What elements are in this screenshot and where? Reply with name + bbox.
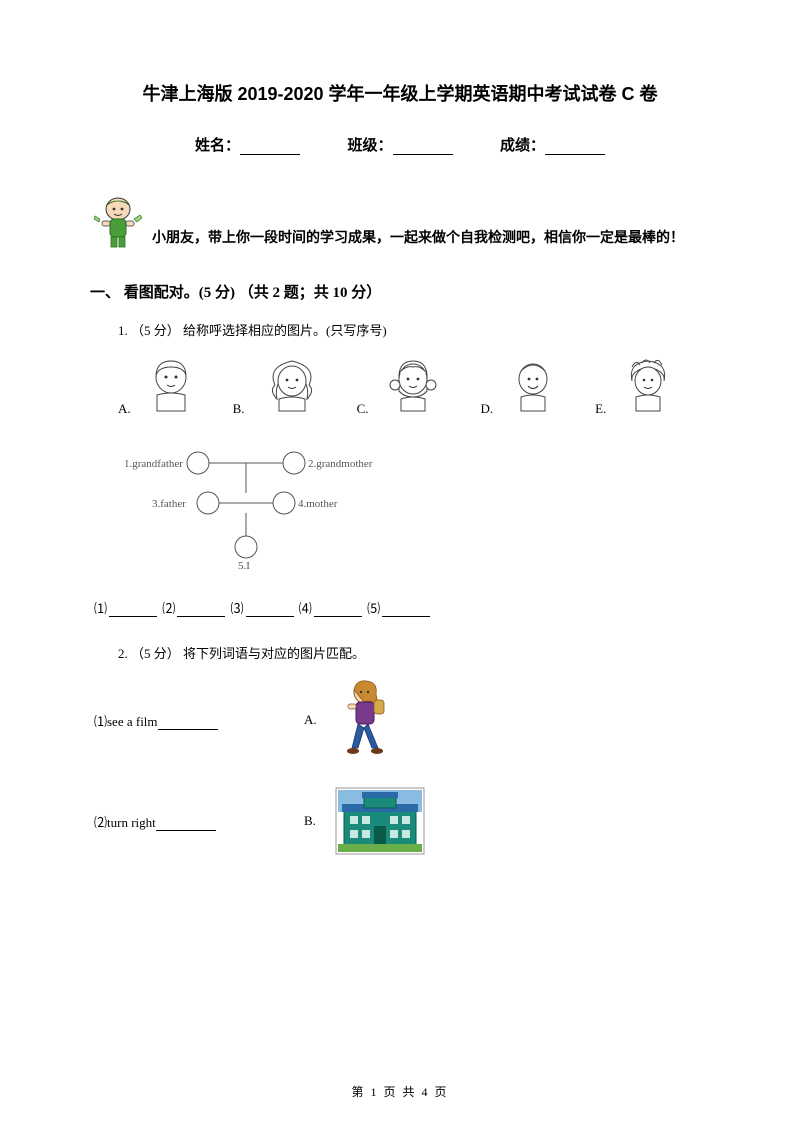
tree-n3: 3.father — [152, 498, 186, 510]
opt-c-label: C. — [357, 401, 369, 417]
ans-blank-5[interactable] — [382, 601, 430, 617]
tree-n5: 5.I — [238, 560, 250, 571]
page-title: 牛津上海版 2019-2020 学年一年级上学期英语期中考试试卷 C 卷 — [90, 80, 710, 106]
opt-e-label: E. — [595, 401, 606, 417]
person-d-icon — [505, 355, 561, 417]
ans-blank-3[interactable] — [246, 601, 294, 617]
ans-4: ⑷ — [299, 601, 312, 616]
page-footer: 第 1 页 共 4 页 — [0, 1083, 800, 1100]
q2-left-1: ⑴see a film — [94, 714, 158, 729]
tree-n4: 4.mother — [298, 498, 338, 510]
q2-row-b: ⑵turn right B. — [94, 786, 710, 856]
ans-1: ⑴ — [94, 601, 107, 616]
tree-n2: 2.grandmother — [308, 458, 373, 470]
ans-blank-2[interactable] — [177, 601, 225, 617]
ans-3: ⑶ — [231, 601, 244, 616]
form-line: 姓名： 班级： 成绩： — [90, 134, 710, 155]
ans-2: ⑵ — [162, 601, 175, 616]
q2-prompt: 2. （5 分） 将下列词语与对应的图片匹配。 — [118, 643, 710, 662]
person-a-icon — [143, 355, 199, 417]
q2-letter-b: B. — [304, 813, 334, 829]
person-c-icon — [380, 355, 446, 417]
opt-b-label: B. — [233, 401, 245, 417]
q2-blank-2[interactable] — [156, 815, 216, 831]
score-blank[interactable] — [545, 139, 605, 155]
walking-girl-icon — [334, 678, 398, 762]
person-b-icon — [257, 355, 327, 417]
score-label: 成绩： — [500, 134, 545, 155]
ans-blank-1[interactable] — [109, 601, 157, 617]
ans-5: ⑸ — [367, 601, 380, 616]
intro-row: 小朋友，带上你一段时间的学习成果，一起来做个自我检测吧，相信你一定是最棒的！ — [90, 195, 710, 251]
class-label: 班级： — [347, 134, 392, 155]
section-1-heading: 一、 看图配对。(5 分) （共 2 题；共 10 分） — [90, 281, 710, 302]
boy-cartoon-icon — [90, 195, 146, 251]
q2-blank-1[interactable] — [158, 714, 218, 730]
intro-text: 小朋友，带上你一段时间的学习成果，一起来做个自我检测吧，相信你一定是最棒的！ — [152, 227, 684, 251]
building-icon — [334, 786, 426, 856]
person-e-icon — [618, 355, 678, 417]
name-blank[interactable] — [240, 139, 300, 155]
q2-letter-a: A. — [304, 712, 334, 728]
q2-left-2: ⑵turn right — [94, 815, 156, 830]
q1-answer-line: ⑴ ⑵ ⑶ ⑷ ⑸ — [94, 598, 710, 617]
ans-blank-4[interactable] — [314, 601, 362, 617]
q2-row-a: ⑴see a film A. — [94, 678, 710, 762]
q1-options: A. B. C. D. E. — [118, 355, 710, 417]
name-label: 姓名： — [195, 134, 240, 155]
opt-a-label: A. — [118, 401, 131, 417]
opt-d-label: D. — [480, 401, 493, 417]
class-blank[interactable] — [393, 139, 453, 155]
q1-prompt: 1. （5 分） 给称呼选择相应的图片。(只写序号) — [118, 320, 710, 339]
family-tree-diagram: 1.grandfather 2.grandmother 3.father 4.m… — [118, 441, 378, 571]
tree-n1: 1.grandfather — [124, 458, 183, 470]
